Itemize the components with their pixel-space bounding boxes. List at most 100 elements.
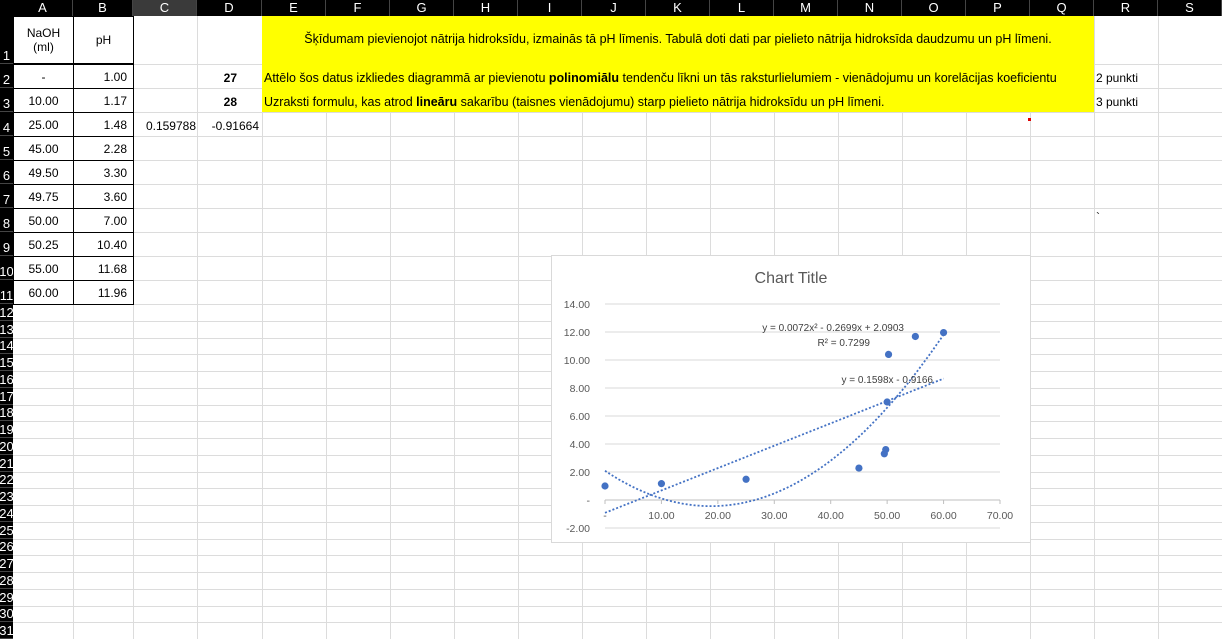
row-header-1[interactable]: 1 bbox=[0, 16, 13, 64]
row-header-19[interactable]: 19 bbox=[0, 421, 14, 438]
row-header-13[interactable]: 13 bbox=[0, 320, 14, 338]
column-header-p[interactable]: P bbox=[966, 0, 1030, 16]
row-header-24[interactable]: 24 bbox=[0, 505, 14, 522]
row-header-10[interactable]: 10 bbox=[0, 256, 14, 280]
row-header-5[interactable]: 5 bbox=[0, 136, 13, 160]
naoh-cell[interactable]: 60.00 bbox=[13, 280, 74, 305]
row-header-22[interactable]: 22 bbox=[0, 471, 14, 489]
cell-d2[interactable]: 27 bbox=[223, 71, 237, 85]
row-header-2[interactable]: 2 bbox=[0, 64, 13, 88]
grid-hline bbox=[13, 112, 1222, 113]
question-27-text[interactable]: Attēlo šos datus izkliedes diagrammā ar … bbox=[264, 71, 1094, 85]
x-tick-label: 20.00 bbox=[705, 510, 731, 522]
scatter-chart[interactable]: Chart Title -2.00-2.00 4.00 6.00 8.00 10.00 12… bbox=[551, 255, 1031, 543]
row-header-15[interactable]: 15 bbox=[0, 354, 14, 371]
column-header-g[interactable]: G bbox=[390, 0, 454, 16]
row-header-21[interactable]: 21 bbox=[0, 454, 14, 472]
row-header-7[interactable]: 7 bbox=[0, 184, 13, 208]
ph-cell[interactable]: 11.68 bbox=[73, 256, 134, 281]
cell-c4[interactable]: 0.159788 bbox=[145, 119, 196, 133]
grid-vline bbox=[454, 16, 455, 639]
row-header-17[interactable]: 17 bbox=[0, 387, 14, 405]
cell-r2[interactable]: 2 punkti bbox=[1096, 71, 1139, 85]
column-header-s[interactable]: S bbox=[1158, 0, 1222, 16]
naoh-cell[interactable]: 49.50 bbox=[13, 160, 74, 185]
row-header-4[interactable]: 4 bbox=[0, 112, 13, 136]
q28-part-a: Uzraksti formulu, kas atrod bbox=[264, 95, 417, 109]
column-header-e[interactable]: E bbox=[262, 0, 326, 16]
column-header-d[interactable]: D bbox=[197, 0, 262, 16]
row-header-16[interactable]: 16 bbox=[0, 371, 14, 388]
naoh-cell[interactable]: 10.00 bbox=[13, 88, 74, 113]
row-header-25[interactable]: 25 bbox=[0, 521, 14, 539]
naoh-cell[interactable]: 49.75 bbox=[13, 184, 74, 209]
row-header-26[interactable]: 26 bbox=[0, 538, 14, 556]
column-header-m[interactable]: M bbox=[774, 0, 838, 16]
row-header-31[interactable]: 31 bbox=[0, 622, 14, 639]
naoh-cell[interactable]: 50.25 bbox=[13, 232, 74, 257]
ph-cell[interactable]: 3.30 bbox=[73, 160, 134, 185]
row-header-9[interactable]: 9 bbox=[0, 232, 13, 256]
column-header-k[interactable]: K bbox=[646, 0, 710, 16]
ph-cell[interactable]: 1.17 bbox=[73, 88, 134, 113]
row-header-8[interactable]: 8 bbox=[0, 208, 13, 232]
column-header-q[interactable]: Q bbox=[1030, 0, 1094, 16]
grid-hline bbox=[13, 588, 1222, 590]
column-header-f[interactable]: F bbox=[326, 0, 390, 16]
row-header-18[interactable]: 18 bbox=[0, 404, 14, 422]
cell-d4[interactable]: -0.91664 bbox=[211, 119, 259, 133]
row-header-29[interactable]: 29 bbox=[0, 588, 14, 606]
linear-trendline bbox=[604, 377, 944, 514]
naoh-cell[interactable]: 50.00 bbox=[13, 208, 74, 233]
grid-vline bbox=[133, 16, 134, 639]
column-header-l[interactable]: L bbox=[710, 0, 774, 16]
ph-cell[interactable]: 10.40 bbox=[73, 232, 134, 257]
naoh-cell[interactable]: 45.00 bbox=[13, 136, 74, 161]
ph-cell[interactable]: 3.60 bbox=[73, 184, 134, 209]
row-header-28[interactable]: 28 bbox=[0, 572, 14, 589]
grid-hline bbox=[13, 208, 1222, 209]
row-header-6[interactable]: 6 bbox=[0, 160, 13, 184]
row-header-27[interactable]: 27 bbox=[0, 555, 14, 572]
grid-hline bbox=[13, 555, 1222, 557]
column-header-o[interactable]: O bbox=[902, 0, 966, 16]
task-highlight bbox=[262, 16, 1094, 112]
task-intro[interactable]: Šķīdumam pievienojot nātrija hidroksīdu,… bbox=[304, 32, 1052, 46]
q28-part-c: sakarību (taisnes vienādojumu) starp pie… bbox=[457, 95, 885, 109]
column-header-c[interactable]: C bbox=[133, 0, 197, 16]
row-header-14[interactable]: 14 bbox=[0, 337, 14, 355]
column-header-r[interactable]: R bbox=[1094, 0, 1158, 16]
ph-cell[interactable]: 11.96 bbox=[73, 280, 134, 305]
select-all-corner[interactable] bbox=[0, 0, 13, 16]
row-header-20[interactable]: 20 bbox=[0, 438, 14, 455]
ph-cell[interactable]: 2.28 bbox=[73, 136, 134, 161]
grid-hline bbox=[13, 622, 1222, 624]
column-header-b[interactable]: B bbox=[73, 0, 133, 16]
grid-hline bbox=[13, 572, 1222, 573]
column-header-n[interactable]: N bbox=[838, 0, 902, 16]
naoh-cell[interactable]: - bbox=[13, 64, 74, 89]
naoh-cell[interactable]: 55.00 bbox=[13, 256, 74, 281]
table-header-ph[interactable]: pH bbox=[73, 16, 134, 64]
x-tick-label: 40.00 bbox=[818, 510, 844, 522]
question-28-text[interactable]: Uzraksti formulu, kas atrod lineāru saka… bbox=[264, 95, 1094, 109]
column-header-i[interactable]: I bbox=[518, 0, 582, 16]
cell-r3[interactable]: 3 punkti bbox=[1096, 95, 1139, 109]
ph-cell[interactable]: 7.00 bbox=[73, 208, 134, 233]
cell-d3[interactable]: 28 bbox=[223, 95, 237, 109]
row-header-23[interactable]: 23 bbox=[0, 488, 14, 505]
ph-cell[interactable]: 1.48 bbox=[73, 112, 134, 137]
ph-cell[interactable]: 1.00 bbox=[73, 64, 134, 89]
q27-part-c: tendenču līkni un tās raksturlielumiem -… bbox=[619, 71, 1057, 85]
row-header-12[interactable]: 12 bbox=[0, 304, 14, 321]
row-header-30[interactable]: 30 bbox=[0, 605, 14, 623]
table-header-naoh[interactable]: NaOH (ml) bbox=[13, 16, 74, 64]
column-header-j[interactable]: J bbox=[582, 0, 646, 16]
chart-svg: Chart Title-2.00-2.004.006.008.0010.0012… bbox=[564, 270, 1014, 535]
row-header-3[interactable]: 3 bbox=[0, 88, 13, 112]
naoh-cell[interactable]: 25.00 bbox=[13, 112, 74, 137]
cell-r9[interactable]: ` bbox=[1096, 210, 1100, 224]
column-header-a[interactable]: A bbox=[13, 0, 73, 16]
column-header-h[interactable]: H bbox=[454, 0, 518, 16]
row-header-11[interactable]: 11 bbox=[0, 280, 13, 304]
